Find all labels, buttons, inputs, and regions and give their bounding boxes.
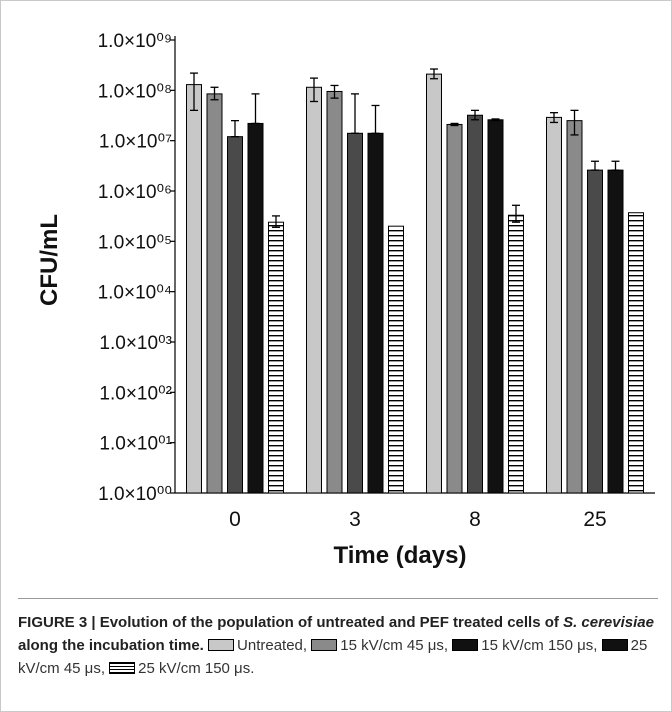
bar xyxy=(206,93,223,494)
bar-chart: 1.0×10⁰⁰ 1.0×10⁰¹ 1.0×10⁰² 1.0×10⁰³ 1.0×10⁰⁴… xyxy=(36,31,655,569)
bar xyxy=(587,169,603,494)
bar xyxy=(566,120,583,494)
y-tick-label: 1.0×10⁰⁹ xyxy=(98,31,172,52)
legend-label: Untreated, xyxy=(237,637,312,654)
y-tick-label: 1.0×10⁰⁵ xyxy=(98,232,172,253)
y-tick-label: 1.0×10⁰⁸ xyxy=(98,81,172,102)
caption-lead: FIGURE 3 | Evolution of the population o… xyxy=(18,614,654,654)
y-tick-label: 1.0×10⁰⁴ xyxy=(98,283,172,304)
x-tick-label: 25 xyxy=(583,508,606,531)
bar xyxy=(446,123,463,494)
y-tick-label: 1.0×10⁰⁷ xyxy=(99,132,172,153)
legend-swatch xyxy=(109,662,136,674)
caption-lead-end: along the incubation time. xyxy=(18,637,204,654)
bar xyxy=(306,86,322,494)
bar xyxy=(247,122,264,494)
legend-label: 15 kV/cm 150 μs, xyxy=(481,637,602,654)
y-tick-label: 1.0×10⁰³ xyxy=(99,333,172,354)
bar xyxy=(367,132,384,494)
bars-group xyxy=(186,68,644,494)
axes: 1.0×10⁰⁰ 1.0×10⁰¹ 1.0×10⁰² 1.0×10⁰³ 1.0×10⁰⁴… xyxy=(98,31,655,531)
legend-swatch xyxy=(311,639,338,651)
bar xyxy=(347,132,363,494)
y-tick-label: 1.0×10⁰⁶ xyxy=(98,182,172,203)
legend-swatch xyxy=(601,639,628,651)
y-tick-label: 1.0×10⁰¹ xyxy=(99,434,172,455)
bar xyxy=(186,84,202,494)
legend-swatch xyxy=(208,639,235,651)
legend-label: 25 kV/cm 45 μs, xyxy=(18,637,648,677)
axis-labels: CFU/mL Time (days) xyxy=(36,214,466,569)
bar xyxy=(628,212,644,494)
caption-lead-text: FIGURE 3 | Evolution of the population o… xyxy=(18,614,564,631)
legend-label: 25 kV/cm 150 μs. xyxy=(138,660,255,677)
x-tick-label: 0 xyxy=(229,508,241,531)
legend-label: 15 kV/cm 45 μs, xyxy=(340,637,453,654)
bar xyxy=(546,116,562,494)
bar xyxy=(388,225,404,494)
figure-caption: FIGURE 3 | Evolution of the population o… xyxy=(18,598,658,680)
bar xyxy=(326,90,343,494)
bar xyxy=(426,73,442,494)
caption-legend: Untreated, 15 kV/cm 45 μs, 15 kV/cm 150 … xyxy=(18,637,647,677)
x-axis-label: Time (days) xyxy=(334,542,467,569)
y-axis-label: CFU/mL xyxy=(36,214,63,306)
bar xyxy=(607,169,624,494)
chart-area: 1.0×10⁰⁰ 1.0×10⁰¹ 1.0×10⁰² 1.0×10⁰³ 1.0×10⁰⁴… xyxy=(36,31,655,569)
bar xyxy=(487,119,504,494)
x-tick-label: 3 xyxy=(349,508,361,531)
bar xyxy=(467,114,483,494)
bar xyxy=(508,214,524,494)
caption-species: S. cerevisiae xyxy=(563,614,654,631)
bar xyxy=(227,136,243,494)
y-tick-label: 1.0×10⁰⁰ xyxy=(98,484,172,505)
bar xyxy=(268,221,284,494)
legend-swatch xyxy=(452,639,479,651)
x-tick-label: 8 xyxy=(469,508,481,531)
y-tick-label: 1.0×10⁰² xyxy=(99,383,172,404)
